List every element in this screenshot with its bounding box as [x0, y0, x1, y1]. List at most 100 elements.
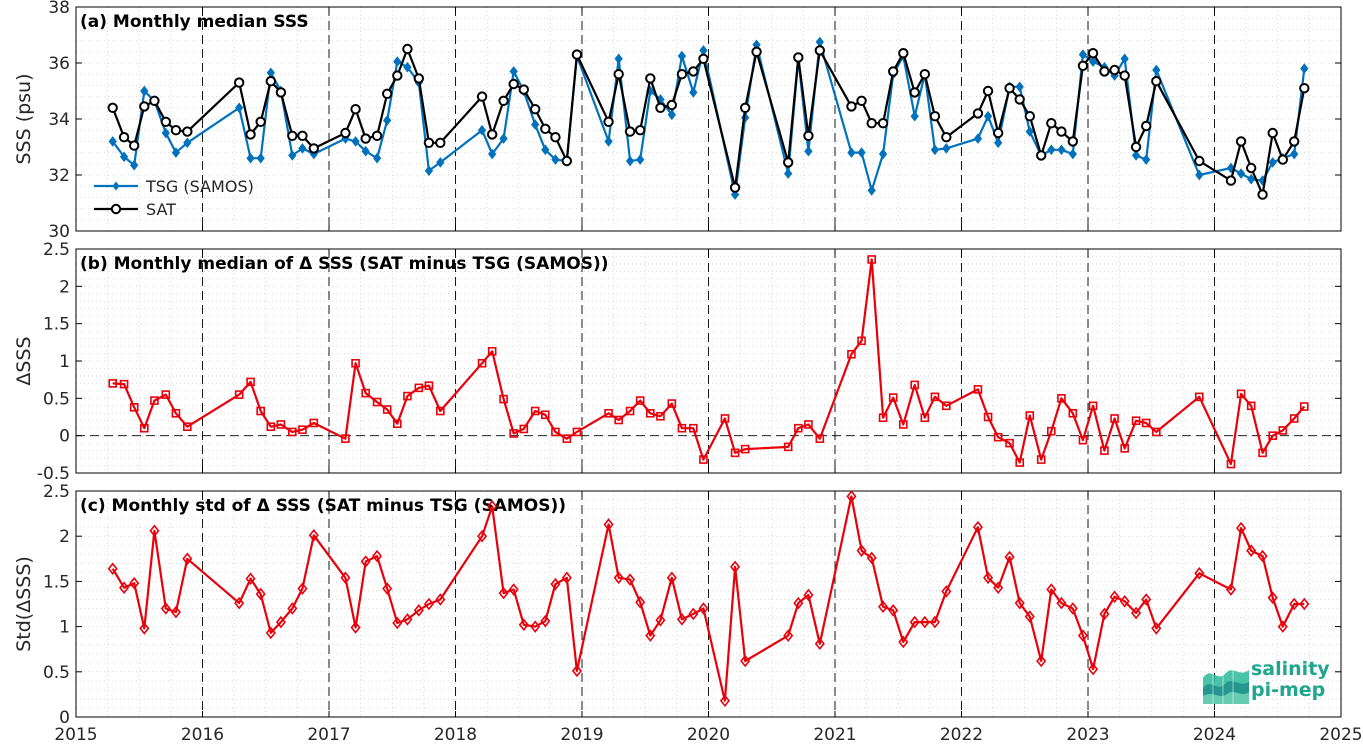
data-point	[360, 133, 371, 144]
data-point	[730, 448, 740, 458]
data-point	[128, 140, 140, 151]
data-point	[476, 91, 488, 102]
data-point	[1119, 70, 1130, 81]
data-point	[413, 73, 425, 84]
y-tick-label: 0	[59, 708, 70, 728]
data-point	[1277, 154, 1289, 165]
data-point	[487, 500, 498, 513]
data-point	[1151, 622, 1162, 635]
data-point	[519, 424, 529, 434]
data-point	[436, 157, 445, 168]
legend-label: SAT	[146, 200, 176, 219]
x-tick-label: 2021	[813, 725, 856, 745]
data-point	[371, 130, 383, 142]
data-point	[666, 99, 678, 111]
data-point	[803, 588, 814, 602]
data-point	[234, 596, 245, 610]
data-point	[1100, 446, 1109, 455]
data-point	[983, 412, 993, 422]
data-point	[613, 571, 624, 585]
data-point	[698, 602, 709, 615]
data-point	[730, 560, 741, 574]
data-point	[667, 109, 676, 121]
data-point	[1289, 597, 1300, 611]
data-point	[857, 147, 866, 158]
data-point	[245, 129, 256, 140]
data-point	[636, 154, 645, 165]
data-point	[129, 402, 139, 412]
data-point	[613, 69, 624, 80]
data-point	[1258, 448, 1267, 458]
data-point	[994, 137, 1003, 149]
data-point	[182, 552, 193, 566]
data-point	[129, 576, 140, 590]
data-point	[993, 581, 1004, 595]
data-point	[541, 144, 550, 156]
data-point	[530, 406, 540, 416]
data-point	[562, 434, 572, 443]
data-point	[256, 152, 265, 164]
data-point	[402, 613, 413, 626]
data-point	[1047, 426, 1056, 436]
data-point	[1267, 591, 1278, 604]
data-point	[372, 152, 382, 164]
data-point	[729, 182, 741, 193]
data-point	[171, 147, 181, 158]
y-tick-label: 0	[59, 427, 70, 447]
data-point	[149, 524, 160, 538]
data-point	[140, 423, 149, 433]
data-point	[699, 45, 708, 56]
data-point	[793, 596, 804, 610]
data-point	[784, 168, 793, 179]
data-point	[1077, 629, 1088, 642]
data-point	[1247, 173, 1256, 185]
data-point	[413, 604, 424, 617]
data-point	[972, 520, 983, 534]
data-point	[972, 108, 984, 119]
data-point	[308, 529, 319, 542]
data-point	[341, 434, 350, 443]
data-point	[815, 36, 824, 48]
data-point	[1131, 150, 1141, 161]
data-point	[624, 126, 636, 137]
data-point	[361, 388, 370, 398]
x-tick-label: 2015	[54, 725, 97, 745]
data-point	[119, 151, 129, 163]
data-point	[899, 420, 908, 429]
data-point	[571, 664, 582, 678]
data-point	[1015, 81, 1024, 93]
data-point	[992, 127, 1004, 139]
data-point	[866, 551, 877, 565]
data-point	[298, 143, 307, 154]
data-point	[1130, 141, 1142, 153]
data-point	[518, 618, 529, 632]
data-point	[372, 549, 383, 563]
y-tick-label: 1.5	[43, 315, 70, 335]
data-point	[297, 130, 308, 142]
data-point	[814, 637, 825, 651]
data-point	[625, 155, 635, 167]
data-point	[815, 434, 825, 443]
data-point	[878, 148, 888, 160]
data-point	[403, 61, 412, 73]
data-point	[699, 455, 708, 464]
data-point	[1025, 411, 1035, 420]
y-tick-label: 2	[59, 277, 70, 297]
data-point	[941, 132, 952, 143]
data-point	[571, 49, 583, 60]
y-tick-label: 32	[48, 166, 70, 186]
data-point	[676, 69, 688, 80]
data-point	[275, 87, 287, 98]
data-point	[941, 585, 952, 598]
data-point	[275, 615, 286, 629]
data-point	[993, 432, 1003, 442]
data-point	[245, 572, 256, 585]
data-point	[973, 385, 983, 394]
data-point	[424, 165, 434, 177]
data-point	[487, 346, 497, 356]
panel-c: 0 0.5 1 1.5 2 2.5 Std(ΔSSS) (c) Monthly std of …	[13, 482, 1342, 728]
panel-b: -0.5 0 0.5 1 1.5 2 2.5 ΔSSS (b) Monthly median o…	[13, 240, 1342, 484]
y-tick-label: 34	[48, 110, 70, 130]
data-point	[551, 154, 560, 165]
panel-a: 30 32 34 36 38 SSS (psu) (a) Monthly median SS…	[13, 0, 1342, 242]
